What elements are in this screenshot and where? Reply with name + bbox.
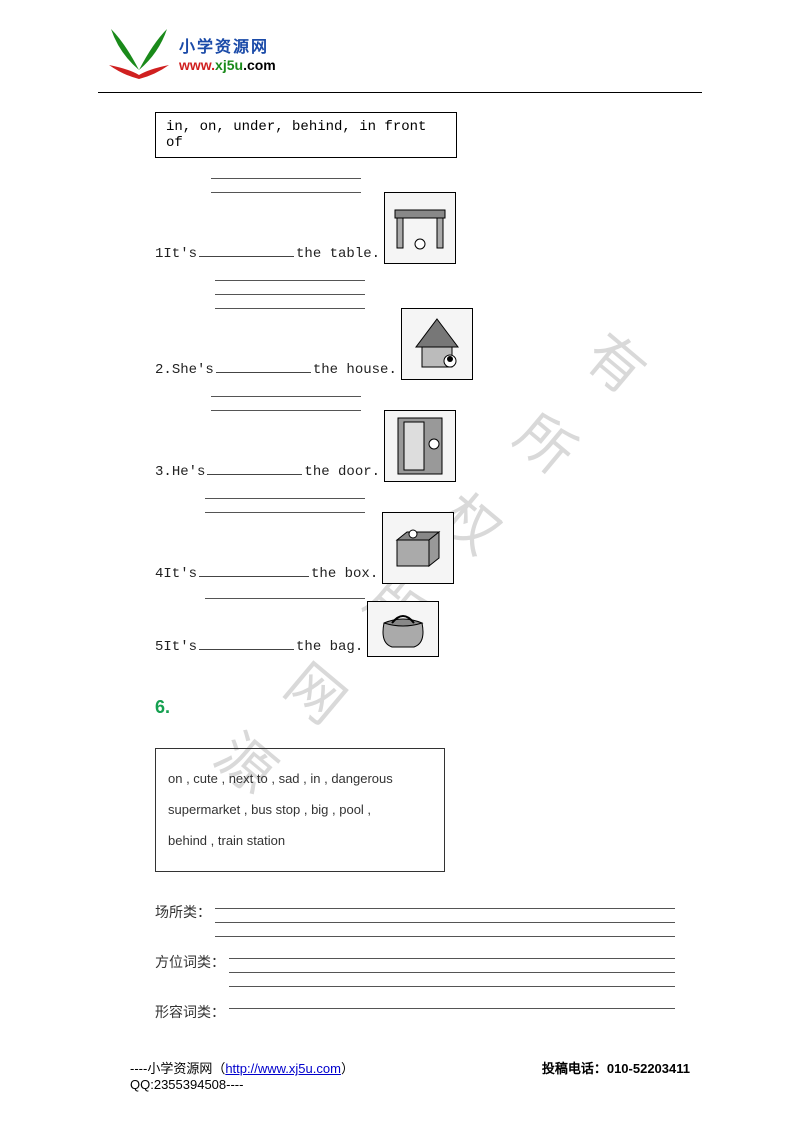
answer-line[interactable]	[229, 996, 675, 1009]
fill-blank[interactable]	[199, 563, 309, 577]
box-icon	[382, 512, 454, 584]
fill-blank[interactable]	[207, 461, 302, 475]
footer-phone: 投稿电话：010-52203411	[542, 1058, 690, 1077]
footer-link[interactable]: http://www.xj5u.com	[225, 1061, 341, 1076]
page-footer: ----小学资源网（http://www.xj5u.com） QQ:235539…	[130, 1058, 690, 1092]
question-4: 4It'sthe box.	[155, 486, 675, 599]
category-prepositions: 方位词类：	[155, 946, 675, 988]
fill-blank[interactable]	[199, 636, 294, 650]
fill-blank[interactable]	[216, 359, 311, 373]
wordbank-box-2: on , cute , next to , sad , in , dangero…	[155, 748, 445, 872]
question-2: 2.She'sthe house.	[155, 268, 675, 380]
section-6-heading: 6.	[155, 697, 675, 718]
question-3: 3.He'sthe door.	[155, 384, 675, 482]
category-adjectives: 形容词类：	[155, 996, 675, 1022]
wordbank-box-1: in, on, under, behind, in front of	[155, 112, 457, 158]
logo-icon	[105, 25, 173, 81]
category-places: 场所类：	[155, 896, 675, 938]
answer-line[interactable]	[215, 896, 675, 909]
header-divider	[98, 92, 702, 93]
house-icon	[401, 308, 473, 380]
question-1: 1It'sthe table.	[155, 166, 675, 264]
site-title: 小学资源网	[179, 33, 276, 57]
answer-line[interactable]	[229, 974, 675, 987]
fill-blank[interactable]	[199, 243, 294, 257]
page-content: in, on, under, behind, in front of 1It's…	[155, 112, 675, 1030]
door-icon	[384, 410, 456, 482]
answer-line[interactable]	[229, 960, 675, 973]
answer-line[interactable]	[229, 946, 675, 959]
bag-icon	[367, 601, 439, 657]
site-url: www.xj5u.com	[179, 57, 276, 73]
site-header: 小学资源网 www.xj5u.com	[105, 25, 276, 81]
answer-line[interactable]	[215, 924, 675, 937]
table-icon	[384, 192, 456, 264]
question-5: 5It'sthe bag.	[155, 601, 675, 657]
answer-line[interactable]	[215, 910, 675, 923]
